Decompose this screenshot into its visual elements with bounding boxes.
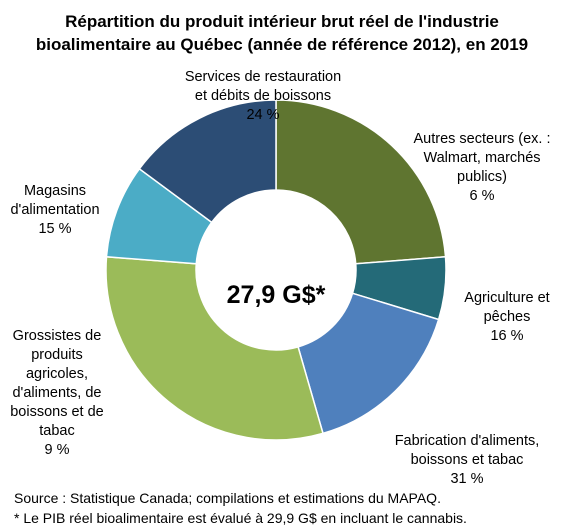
slice-label-2-line-0: Agriculture et <box>464 290 549 306</box>
slice-label-5-line-1: d'alimentation <box>10 202 99 218</box>
donut-slices <box>105 99 447 441</box>
slice-label-5-line-0: Magasins <box>24 183 86 199</box>
slice-label-3-line-1: boissons et tabac <box>411 452 524 468</box>
slice-label-4-line-3: d'aliments, de <box>12 385 101 401</box>
slice-label-4-line-5: tabac <box>39 423 74 439</box>
slice-label-4-line-1: produits <box>31 347 83 363</box>
slice-label-2-line-1: pêches <box>484 309 531 325</box>
slice-labels: Services de restauration et débits de boi… <box>10 69 550 487</box>
footnote: * Le PIB réel bioalimentaire est évalué … <box>14 510 467 526</box>
chart-title-line-1: Répartition du produit intérieur brut ré… <box>65 12 499 31</box>
slice-value-label-4: 9 % <box>45 442 70 458</box>
donut-slice-5 <box>138 99 277 224</box>
slice-value-label-2: 16 % <box>490 328 523 344</box>
slice-label-0-line-1: et débits de boissons <box>195 88 331 104</box>
slice-value-label-5: 15 % <box>38 221 71 237</box>
source-note: Source : Statistique Canada; compilation… <box>14 490 441 506</box>
slice-label-4-line-4: boissons et de <box>10 404 104 420</box>
slice-label-1-line-1: Walmart, marchés <box>423 150 540 166</box>
center-total-label: 27,9 G$* <box>227 281 326 309</box>
slice-value-label-0: 24 % <box>246 107 279 123</box>
slice-label-3-line-0: Fabrication d'aliments, <box>395 433 540 449</box>
donut-slice-2 <box>297 292 440 435</box>
donut-slice-3 <box>105 255 324 441</box>
slice-label-1-line-0: Autres secteurs (ex. : <box>414 131 551 147</box>
slice-label-0-line-0: Services de restauration <box>185 69 341 85</box>
slice-label-1-line-2: publics) <box>457 169 507 185</box>
slice-label-4-line-2: agricoles, <box>26 366 88 382</box>
slice-value-label-3: 31 % <box>450 471 483 487</box>
chart-title-line-2: bioalimentaire au Québec (année de référ… <box>36 35 528 54</box>
donut-slice-0 <box>275 99 447 265</box>
slice-value-label-1: 6 % <box>470 188 495 204</box>
slice-label-4-line-0: Grossistes de <box>13 328 102 344</box>
